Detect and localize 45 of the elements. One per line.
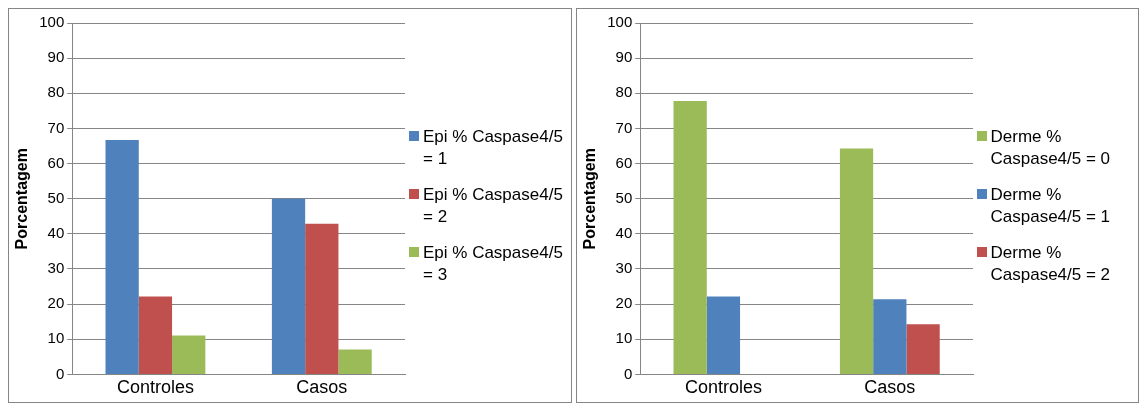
y-tick-label: 100 (606, 13, 632, 31)
y-tick-label: 20 (615, 294, 632, 312)
x-tick-label: Controles (684, 377, 762, 398)
bar (338, 349, 372, 374)
legend-label: Derme % Caspase4/5 = 2 (990, 241, 1112, 286)
legend-label: Derme % Caspase4/5 = 1 (990, 183, 1112, 228)
x-tick-label: Controles (116, 377, 194, 398)
y-tick-label: 10 (47, 329, 65, 347)
legend-label: Epi % Caspase4/5 = 2 (423, 183, 564, 228)
y-tick-label: 50 (615, 188, 632, 206)
y-tick-label: 70 (47, 118, 65, 136)
x-tick-label: Casos (296, 377, 348, 398)
y-tick-label: 100 (39, 13, 65, 31)
y-axis-title: Porcentagem (580, 148, 598, 250)
bar (839, 148, 873, 374)
y-tick-label: 90 (615, 48, 632, 66)
y-tick-label: 10 (615, 329, 632, 347)
x-tick-label: Casos (863, 377, 915, 398)
y-tick-label: 50 (47, 188, 65, 206)
bar (138, 296, 173, 374)
bar (105, 140, 139, 374)
legend-label: Epi % Caspase4/5 = 1 (423, 125, 564, 170)
y-tick-label: 70 (615, 118, 632, 136)
y-tick-label: 20 (47, 294, 65, 312)
legend-label: Derme % Caspase4/5 = 0 (990, 125, 1112, 170)
y-tick-label: 0 (55, 364, 65, 382)
y-tick-label: 40 (47, 223, 65, 241)
bar (305, 223, 339, 374)
legend-label: Epi % Caspase4/5 = 3 (423, 241, 564, 286)
bar (673, 101, 707, 374)
y-tick-label: 80 (47, 83, 65, 101)
bar (905, 324, 940, 374)
y-tick-label: 30 (47, 259, 65, 277)
y-tick-label: 0 (623, 364, 632, 382)
y-axis-title: Porcentagem (13, 148, 31, 250)
bar (172, 335, 206, 374)
y-tick-label: 30 (615, 259, 632, 277)
y-tick-label: 80 (615, 83, 632, 101)
y-tick-label: 60 (615, 153, 632, 171)
y-tick-label: 60 (47, 153, 65, 171)
y-tick-label: 40 (615, 223, 632, 241)
bar (706, 296, 740, 374)
bar (271, 198, 306, 374)
y-tick-label: 90 (47, 48, 65, 66)
bar (872, 299, 906, 374)
